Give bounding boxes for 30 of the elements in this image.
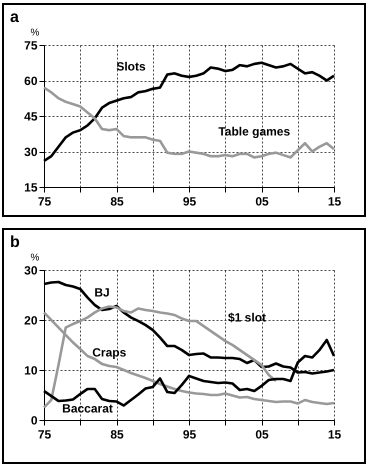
y-axis-title: %: [30, 28, 40, 38]
y-axis-title: %: [30, 252, 40, 264]
series-label: Baccarat: [62, 402, 113, 416]
y-tick-label: 75: [24, 38, 38, 52]
x-tick-label: 85: [110, 194, 124, 208]
y-tick-label: 60: [24, 74, 38, 88]
series-label: Slots: [116, 59, 146, 74]
x-tick-label: 75: [38, 194, 52, 208]
series-label: BJ: [94, 286, 110, 300]
x-tick-label: 75: [38, 428, 52, 442]
x-tick-label: 05: [255, 428, 269, 442]
y-tick-label: 10: [24, 364, 38, 378]
series-label: Table games: [218, 124, 290, 138]
y-tick-label: 15: [24, 180, 38, 194]
series-label: Craps: [92, 346, 127, 360]
y-tick-label: 0: [30, 414, 38, 428]
chart-title: b: [10, 234, 20, 251]
y-tick-label: 30: [24, 145, 38, 159]
line-series: [42, 86, 336, 159]
chart-title: a: [10, 9, 19, 26]
x-tick-label: 15: [328, 194, 342, 208]
x-tick-label: 15: [328, 428, 342, 442]
series-label: $1 slot: [228, 310, 266, 324]
x-tick-label: 05: [255, 194, 269, 208]
x-tick-label: 95: [182, 428, 196, 442]
x-tick-label: 85: [110, 428, 124, 442]
y-tick-label: 30: [24, 264, 38, 278]
x-tick-label: 95: [182, 194, 196, 208]
y-tick-label: 45: [24, 110, 38, 124]
y-tick-label: 20: [24, 314, 38, 328]
